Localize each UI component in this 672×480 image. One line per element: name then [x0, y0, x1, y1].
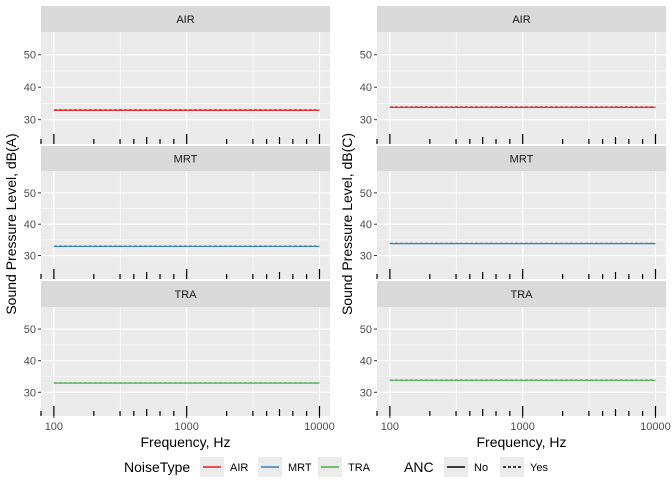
x-tick-label: 10000	[304, 421, 335, 433]
legend-item-anc-no: No	[444, 457, 488, 477]
facet-mrt: MRT 30 40 50	[24, 146, 330, 279]
facet-strip	[377, 146, 666, 171]
x-axis-title: Frequency, Hz	[141, 434, 231, 450]
legend-title-noisetype: NoiseType	[124, 459, 190, 475]
panel-background	[377, 32, 666, 144]
facet-strip	[41, 6, 330, 32]
legend-item-mrt: MRT	[258, 457, 312, 477]
facet-strip-label: AIR	[512, 14, 530, 26]
facet-mrt: MRT 30 40 50	[360, 146, 666, 279]
y-axis-title: Sound Pressure Level, dB(C)	[339, 133, 355, 315]
y-tick-label: 50	[24, 188, 36, 200]
y-tick-label: 30	[24, 115, 36, 127]
facet-strip	[377, 281, 666, 307]
panel-background	[377, 171, 666, 279]
legend-label: No	[474, 462, 488, 474]
y-tick-label: 40	[24, 219, 36, 231]
facet-tra: TRA 30 40 50	[360, 281, 666, 416]
y-tick-label: 50	[360, 324, 372, 336]
y-tick-label: 40	[360, 219, 372, 231]
x-axis-title: Frequency, Hz	[477, 434, 567, 450]
x-tick-label: 1000	[174, 421, 198, 433]
legend-title-anc: ANC	[404, 459, 434, 475]
facet-strip	[41, 146, 330, 171]
facet-strip	[377, 6, 666, 32]
legend-key-background	[500, 457, 524, 477]
y-tick-label: 30	[360, 251, 372, 263]
y-axis-title: Sound Pressure Level, dB(A)	[3, 133, 19, 314]
facet-strip	[41, 281, 330, 307]
y-tick-label: 30	[24, 251, 36, 263]
x-tick-label: 1000	[510, 421, 534, 433]
y-tick-label: 50	[24, 324, 36, 336]
y-tick-label: 50	[360, 188, 372, 200]
y-tick-label: 40	[360, 82, 372, 94]
x-tick-label: 100	[45, 421, 63, 433]
facet-strip-label: AIR	[176, 14, 194, 26]
legend-label: TRA	[348, 462, 371, 474]
legend-label: AIR	[230, 462, 248, 474]
y-tick-label: 40	[24, 356, 36, 368]
y-tick-label: 40	[24, 82, 36, 94]
chart-column-left: AIR 30 40 50 MRT 30 40 50 TRA 30 40 50 100 1000 10000 F…	[3, 6, 335, 450]
legend-item-air: AIR	[200, 457, 248, 477]
legend-label: MRT	[288, 462, 312, 474]
panel-background	[377, 307, 666, 416]
facet-strip-label: MRT	[174, 154, 198, 166]
panel-background	[41, 307, 330, 416]
facet-strip-label: MRT	[510, 154, 534, 166]
y-tick-label: 30	[360, 115, 372, 127]
facet-tra: TRA 30 40 50	[24, 281, 330, 416]
facet-air: AIR 30 40 50	[24, 6, 330, 144]
chart-column-right: AIR 30 40 50 MRT 30 40 50 TRA 30 40 50 100 1000 10000 F…	[339, 6, 671, 450]
x-tick-label: 100	[381, 421, 399, 433]
panel-background	[41, 171, 330, 279]
legend-item-anc-yes: Yes	[500, 457, 548, 477]
legend-item-tra: TRA	[318, 457, 371, 477]
facet-strip-label: TRA	[175, 289, 198, 301]
y-tick-label: 40	[360, 356, 372, 368]
y-tick-label: 30	[24, 387, 36, 399]
facet-air: AIR 30 40 50	[360, 6, 666, 144]
y-tick-label: 30	[360, 387, 372, 399]
panel-background	[41, 32, 330, 144]
facet-strip-label: TRA	[511, 289, 534, 301]
legend: NoiseType AIR MRT TRA ANC No Yes	[124, 457, 548, 477]
legend-label: Yes	[530, 462, 548, 474]
y-tick-label: 50	[24, 50, 36, 62]
x-tick-label: 10000	[640, 421, 671, 433]
y-tick-label: 50	[360, 50, 372, 62]
chart-panels: AIR 30 40 50 MRT 30 40 50 TRA 30 40 50 100 1000 10000 F…	[3, 6, 671, 450]
